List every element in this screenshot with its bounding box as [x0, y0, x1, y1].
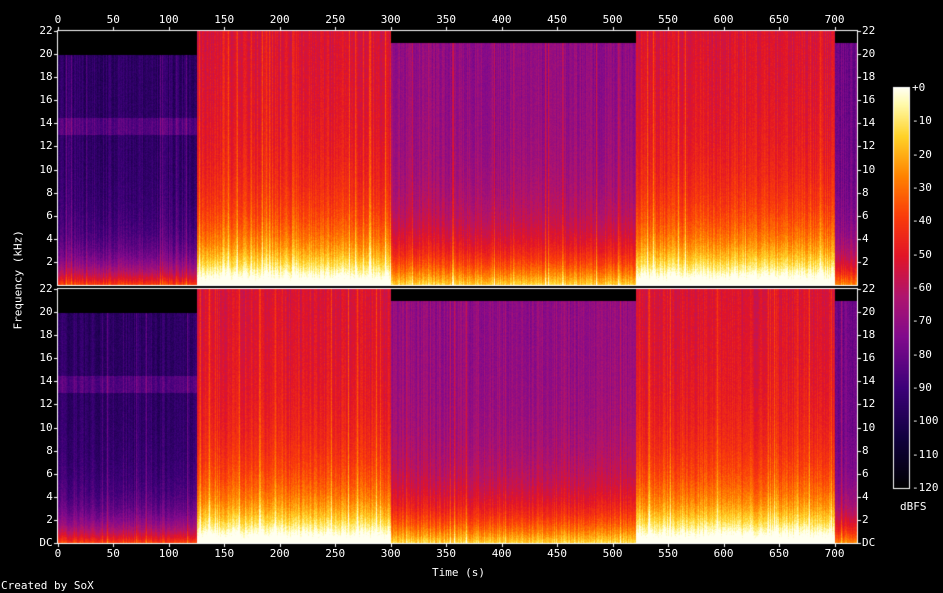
x-tick-label-top: 50: [106, 13, 120, 26]
y-tick-label-right-bottom: 12: [862, 397, 876, 411]
y-tick-label-right-bottom: DC: [862, 536, 876, 549]
y-tick-label-left-bottom: 10: [39, 420, 53, 434]
x-tick-label-top: 250: [325, 13, 346, 26]
x-tick-label-bottom: 250: [325, 547, 346, 560]
colorbar-tick-label: -70: [912, 314, 932, 328]
y-tick-label-left-top: 16: [39, 93, 53, 107]
x-tick-label-bottom: 150: [214, 547, 235, 560]
y-tick-label-left-bottom: 4: [46, 489, 53, 503]
y-tick-label-right-top: 4: [862, 231, 869, 245]
x-tick-label-top: 450: [547, 13, 568, 26]
colorbar-unit-label: dBFS: [900, 500, 927, 513]
colorbar-tick-label: -110: [912, 447, 939, 461]
x-tick-label-top: 100: [158, 13, 179, 26]
colorbar-tick-label: -10: [912, 114, 932, 128]
y-tick-label-right-bottom: 22: [862, 282, 876, 295]
y-tick-label-right-top: 8: [862, 185, 869, 199]
y-tick-label-left-top: 14: [39, 116, 53, 130]
y-tick-label-right-bottom: 16: [862, 351, 876, 365]
x-tick-label-bottom: 450: [547, 547, 568, 560]
colorbar-tick-label: -90: [912, 381, 932, 394]
y-tick-label-right-top: 16: [862, 93, 876, 107]
y-tick-label-right-bottom: 8: [862, 443, 869, 457]
x-tick-label-top: 0: [54, 13, 62, 26]
y-tick-label-right-bottom: 18: [862, 328, 876, 342]
colorbar-tick-label: -60: [912, 281, 932, 294]
y-tick-label-right-bottom: 10: [862, 420, 876, 434]
y-tick-label-left-bottom: 14: [39, 374, 53, 388]
y-tick-label-left-bottom: 22: [39, 282, 53, 295]
x-tick-label-top: 350: [436, 13, 457, 26]
x-tick-label-bottom: 200: [269, 547, 290, 560]
y-tick-label-left-top: 10: [39, 162, 53, 176]
x-tick-label-bottom: 50: [106, 547, 120, 560]
colorbar-tick-label: -100: [912, 414, 939, 428]
y-tick-label-left-bottom: DC: [39, 536, 53, 549]
colorbar-tick-label: +0: [912, 81, 926, 94]
x-tick-label-bottom: 600: [713, 547, 734, 560]
y-tick-label-left-top: 20: [39, 47, 53, 61]
y-tick-label-left-top: 4: [46, 231, 53, 245]
y-tick-label-left-top: 12: [39, 139, 53, 153]
credit-text: Created by SoX: [1, 579, 94, 592]
colorbar-tick-label: -40: [912, 214, 932, 228]
y-tick-label-left-bottom: 8: [46, 443, 53, 457]
x-tick-label-top: 300: [380, 13, 401, 26]
y-tick-label-left-top: 18: [39, 70, 53, 84]
y-tick-label-right-top: 22: [862, 24, 876, 37]
y-tick-label-right-top: 10: [862, 162, 876, 176]
x-tick-label-top: 200: [269, 13, 290, 26]
y-tick-label-right-top: 18: [862, 70, 876, 84]
y-tick-label-left-bottom: 20: [39, 305, 53, 319]
x-tick-label-bottom: 100: [158, 547, 179, 560]
x-tick-label-bottom: 500: [602, 547, 623, 560]
y-tick-label-right-bottom: 14: [862, 374, 876, 388]
x-tick-label-bottom: 550: [658, 547, 679, 560]
x-tick-label-top: 150: [214, 13, 235, 26]
y-tick-label-left-bottom: 16: [39, 351, 53, 365]
x-tick-label-top: 600: [713, 13, 734, 26]
y-tick-label-left-top: 22: [39, 24, 53, 37]
x-tick-label-bottom: 0: [54, 547, 62, 560]
y-tick-label-right-top: 12: [862, 139, 876, 153]
colorbar-tick-label: -120: [912, 481, 939, 494]
y-tick-label-left-bottom: 2: [46, 512, 53, 526]
y-tick-label-right-top: 2: [862, 254, 869, 268]
y-tick-label-right-bottom: 6: [862, 466, 869, 480]
x-tick-label-top: 550: [658, 13, 679, 26]
y-tick-label-left-bottom: 18: [39, 328, 53, 342]
y-tick-label-left-bottom: 12: [39, 397, 53, 411]
y-tick-label-left-top: 6: [46, 208, 53, 222]
y-tick-label-right-top: 20: [862, 47, 876, 61]
y-tick-label-right-bottom: 20: [862, 305, 876, 319]
y-tick-label-right-bottom: 4: [862, 489, 869, 503]
x-tick-label-top: 500: [602, 13, 623, 26]
y-tick-label-left-top: 8: [46, 185, 53, 199]
x-tick-label-bottom: 350: [436, 547, 457, 560]
x-tick-label-bottom: 300: [380, 547, 401, 560]
x-tick-label-top: 400: [491, 13, 512, 26]
x-tick-label-bottom: 700: [824, 547, 845, 560]
x-tick-label-top: 700: [824, 13, 845, 26]
y-tick-label-right-bottom: 2: [862, 512, 869, 526]
y-tick-label-left-bottom: 6: [46, 466, 53, 480]
y-tick-label-left-top: 2: [46, 254, 53, 268]
x-tick-label-top: 650: [769, 13, 789, 26]
y-axis-label: Frequency (kHz): [11, 230, 25, 330]
colorbar-tick-label: -50: [912, 247, 932, 261]
colorbar-tick-label: -20: [912, 147, 932, 161]
x-tick-label-bottom: 400: [491, 547, 512, 560]
x-axis-label: Time (s): [432, 566, 485, 579]
colorbar-tick-label: -80: [912, 347, 932, 361]
colorbar-tick-label: -30: [912, 181, 932, 194]
y-tick-label-right-top: 14: [862, 116, 876, 130]
x-tick-label-bottom: 650: [769, 547, 789, 560]
y-tick-label-right-top: 6: [862, 208, 869, 222]
